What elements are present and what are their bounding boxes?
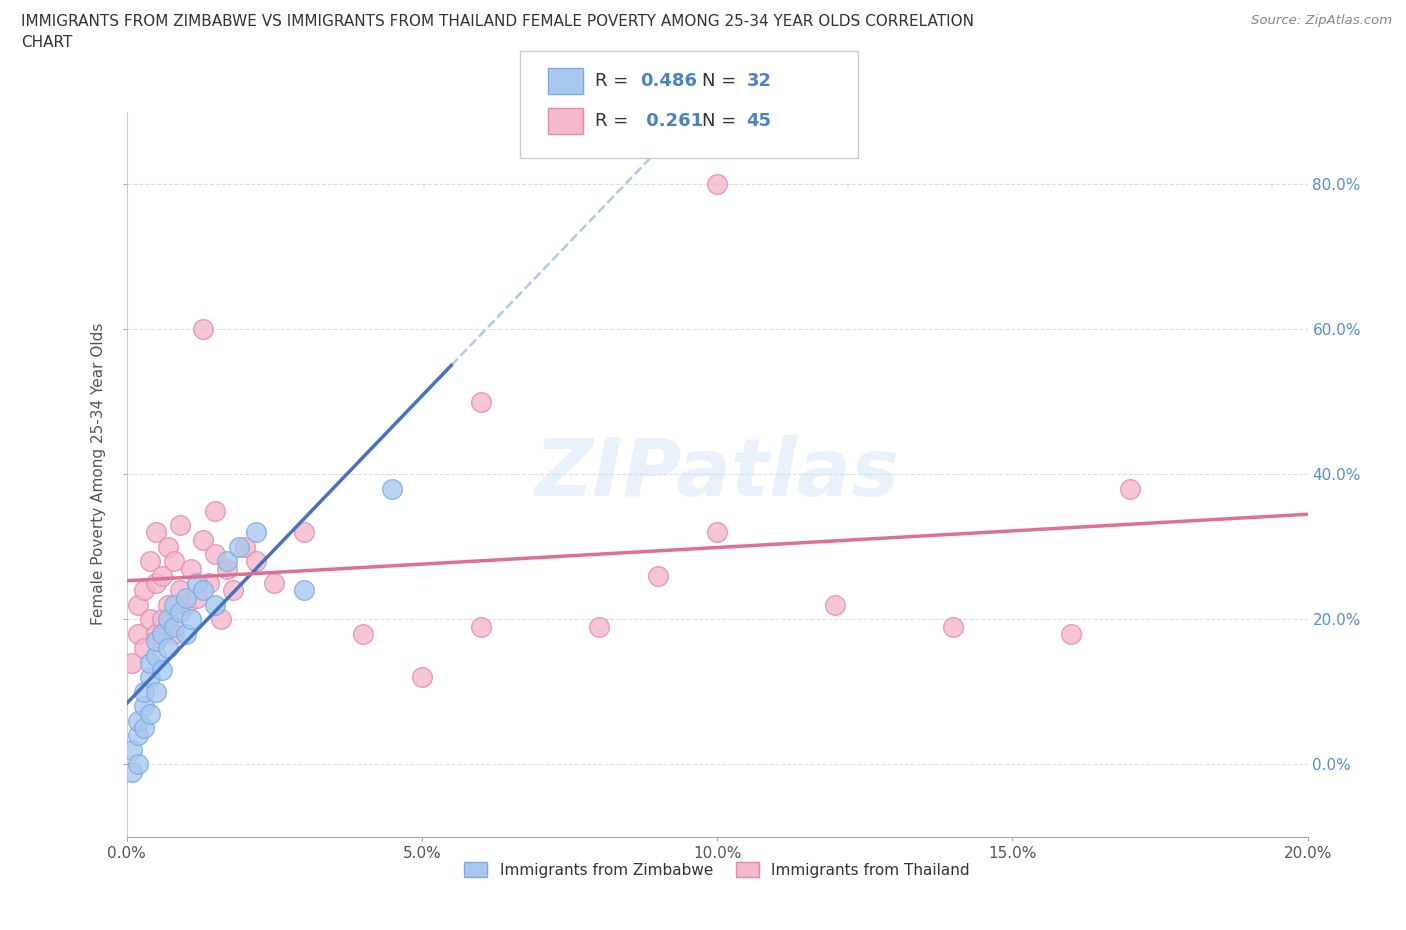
Point	[1060, 627, 1083, 642]
Point	[139, 670, 162, 684]
Point	[150, 627, 173, 642]
Point	[121, 742, 143, 757]
Point	[245, 554, 267, 569]
Point	[169, 604, 191, 619]
Point	[263, 576, 285, 591]
Point	[245, 525, 267, 539]
Point	[145, 633, 167, 648]
Point	[411, 670, 433, 684]
Point	[121, 764, 143, 779]
Point	[174, 627, 197, 642]
Text: IMMIGRANTS FROM ZIMBABWE VS IMMIGRANTS FROM THAILAND FEMALE POVERTY AMONG 25-34 : IMMIGRANTS FROM ZIMBABWE VS IMMIGRANTS F…	[21, 14, 974, 29]
Point	[470, 394, 492, 409]
Point	[169, 583, 191, 598]
Point	[352, 627, 374, 642]
Point	[127, 627, 149, 642]
Point	[134, 699, 156, 714]
Point	[588, 619, 610, 634]
Point	[706, 177, 728, 192]
Point	[292, 525, 315, 539]
Point	[193, 532, 215, 547]
Point	[204, 503, 226, 518]
Point	[186, 576, 208, 591]
Text: CHART: CHART	[21, 35, 73, 50]
Text: R =: R =	[595, 72, 634, 90]
Text: R =: R =	[595, 112, 634, 130]
Point	[647, 568, 669, 583]
Point	[292, 583, 315, 598]
Point	[180, 612, 202, 627]
Point	[163, 619, 186, 634]
Text: 0.486: 0.486	[640, 72, 697, 90]
Point	[228, 539, 250, 554]
Point	[169, 518, 191, 533]
Point	[942, 619, 965, 634]
Point	[204, 597, 226, 612]
Point	[127, 713, 149, 728]
Point	[134, 641, 156, 656]
Point	[145, 627, 167, 642]
Point	[156, 641, 179, 656]
Point	[134, 721, 156, 736]
Text: Source: ZipAtlas.com: Source: ZipAtlas.com	[1251, 14, 1392, 27]
Text: 32: 32	[747, 72, 772, 90]
Point	[139, 706, 162, 721]
Point	[381, 482, 404, 497]
Point	[163, 597, 186, 612]
Text: N =: N =	[702, 72, 741, 90]
Point	[127, 597, 149, 612]
Point	[156, 597, 179, 612]
Point	[139, 554, 162, 569]
Point	[145, 525, 167, 539]
Point	[204, 547, 226, 562]
Point	[209, 612, 232, 627]
Point	[163, 627, 186, 642]
Point	[706, 525, 728, 539]
Text: 45: 45	[747, 112, 772, 130]
Point	[222, 583, 245, 598]
Point	[121, 656, 143, 671]
Point	[145, 576, 167, 591]
Point	[156, 612, 179, 627]
Point	[1119, 482, 1142, 497]
Point	[215, 554, 238, 569]
Point	[193, 322, 215, 337]
Point	[198, 576, 221, 591]
Point	[215, 561, 238, 576]
Y-axis label: Female Poverty Among 25-34 Year Olds: Female Poverty Among 25-34 Year Olds	[91, 323, 107, 626]
Point	[134, 583, 156, 598]
Point	[470, 619, 492, 634]
Point	[145, 684, 167, 699]
Point	[193, 583, 215, 598]
Point	[139, 656, 162, 671]
Legend: Immigrants from Zimbabwe, Immigrants from Thailand: Immigrants from Zimbabwe, Immigrants fro…	[458, 856, 976, 884]
Point	[186, 591, 208, 605]
Text: ZIPatlas: ZIPatlas	[534, 435, 900, 513]
Point	[180, 561, 202, 576]
Point	[150, 568, 173, 583]
Point	[824, 597, 846, 612]
Point	[139, 612, 162, 627]
Point	[233, 539, 256, 554]
Point	[150, 663, 173, 678]
Point	[127, 757, 149, 772]
Text: N =: N =	[702, 112, 741, 130]
Point	[145, 648, 167, 663]
Point	[150, 612, 173, 627]
Point	[174, 597, 197, 612]
Point	[127, 728, 149, 743]
Point	[163, 554, 186, 569]
Point	[134, 684, 156, 699]
Point	[174, 591, 197, 605]
Text: 0.261: 0.261	[640, 112, 703, 130]
Point	[156, 539, 179, 554]
